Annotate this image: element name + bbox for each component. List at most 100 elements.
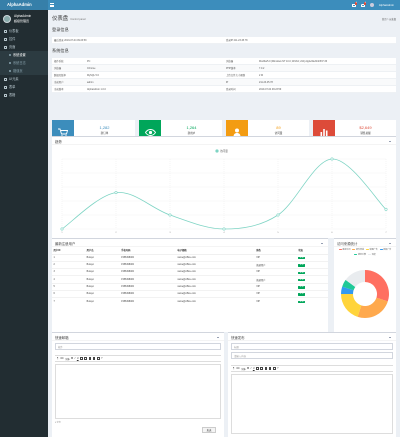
sidebar-item-widgets[interactable]: 控件 xyxy=(0,35,48,43)
table-cell: 2 xyxy=(52,260,86,269)
sidebar-item-errors[interactable]: 错误页 xyxy=(0,67,48,75)
system-info-cell: 浏览器 Mozilla/5.0 (Windows NT 10.0; Win64; … xyxy=(224,58,396,64)
font-select[interactable]: 字体 xyxy=(240,367,246,371)
paragraph-icon[interactable]: ¶ xyxy=(233,367,235,370)
table-cell: 1586498484 xyxy=(119,282,176,291)
mail-editor-toolbar: ¶ ⌫ 字体 B I U ? xyxy=(55,355,221,362)
bold-icon[interactable]: B xyxy=(71,357,73,360)
sidebar-user-status: 超级管理员 xyxy=(14,18,30,23)
bell-icon[interactable]: 4 xyxy=(360,2,367,7)
menu-toggle-icon[interactable] xyxy=(50,3,54,7)
table-header: 角色 xyxy=(254,247,297,255)
sidebar-item-label: 控件 xyxy=(9,37,16,41)
post-summary-input[interactable]: 请输入内容 xyxy=(231,352,393,359)
system-info-key: 当前用户 xyxy=(54,81,64,84)
bold-icon[interactable]: B xyxy=(247,367,249,370)
source-panel: 访问来源统计 直接访问 邮件营销 联盟广告 视频广告 搜索引擎 百度 xyxy=(334,238,396,332)
sidebar-item-forms[interactable]: 表单 xyxy=(0,83,48,91)
table-icon[interactable] xyxy=(88,357,92,360)
eraser-icon[interactable]: ⌫ xyxy=(235,367,240,370)
eraser-icon[interactable]: ⌫ xyxy=(59,357,64,360)
post-title-input[interactable]: 标题 xyxy=(231,343,393,350)
donut-slice[interactable] xyxy=(341,294,362,317)
table-cell: 正常 xyxy=(296,275,328,284)
x-tick-label: 6 xyxy=(331,232,333,234)
donut-slice[interactable] xyxy=(365,270,389,302)
table-row: 7 Burayo 1586498484 name@office.com VIP 正常 xyxy=(52,297,328,306)
link-icon[interactable] xyxy=(268,367,272,370)
font-select[interactable]: 字体 xyxy=(64,357,70,361)
system-info-row: 数据库版本 MySQL 5.6 上传文件大小限制 2 M xyxy=(52,72,396,79)
mail-badge: 4 xyxy=(355,2,358,5)
sidebar-item-dashboard[interactable]: 仪表板 xyxy=(0,27,48,35)
send-button[interactable]: 发送 xyxy=(202,427,216,433)
sidebar-item-pages[interactable]: 页面 xyxy=(0,43,48,51)
italic-icon[interactable]: I xyxy=(250,367,252,370)
minimize-icon[interactable] xyxy=(216,336,219,338)
donut-slice[interactable] xyxy=(342,279,356,291)
trend-chart: 访问量 1 2 3 4 5 6 7 xyxy=(60,149,388,234)
align-icon[interactable] xyxy=(84,357,87,360)
paragraph-icon[interactable]: ¶ xyxy=(57,357,59,360)
minimize-icon[interactable] xyxy=(388,336,391,338)
legend-item[interactable]: 邮件营销 xyxy=(352,248,364,251)
header-username[interactable]: AlphaAdmin xyxy=(378,3,394,7)
system-info-cell: 浏览器 Chrome xyxy=(52,65,224,71)
underline-icon[interactable]: U xyxy=(252,367,255,370)
image-icon[interactable] xyxy=(272,367,276,370)
page-subtitle: Control panel xyxy=(70,18,86,21)
post-editor-body[interactable] xyxy=(231,374,393,434)
mail-icon[interactable]: 4 xyxy=(351,2,358,7)
donut-legend: 直接访问 邮件营销 联盟广告 视频广告搜索引擎 百度 xyxy=(334,247,396,256)
question-icon[interactable]: ? xyxy=(101,357,103,360)
minimize-icon[interactable] xyxy=(320,242,323,244)
quick-mail-panel: 快速邮箱 收件 ¶ ⌫ 字体 B I U ? 0 字符 发送 xyxy=(52,332,224,437)
minimize-icon[interactable] xyxy=(388,140,391,142)
list-icon[interactable] xyxy=(256,367,259,370)
link-icon[interactable] xyxy=(92,357,96,360)
list-icon[interactable] xyxy=(80,357,83,360)
x-tick-label: 1 xyxy=(61,232,63,234)
system-info-value: AlphaAdmin 1.0.0 xyxy=(87,88,106,91)
system-info-key: PHP版本 xyxy=(226,67,236,70)
sidebar-item-ui[interactable]: UI元素 xyxy=(0,75,48,83)
system-info-row: 当前用户 admin IP 211.23.45.78 xyxy=(52,79,396,86)
underline-icon[interactable]: U xyxy=(76,357,79,360)
italic-icon[interactable]: I xyxy=(74,357,76,360)
table-cell: 6 xyxy=(52,289,86,298)
system-info-cell: IP 211.23.45.78 xyxy=(224,79,396,85)
table-cell: 3 xyxy=(52,268,86,276)
system-info-key: 当前版本 xyxy=(54,88,64,91)
page-title: 仪表盘 xyxy=(52,16,69,22)
table-icon[interactable] xyxy=(264,367,268,370)
legend-item[interactable]: 百度 xyxy=(368,253,376,256)
sidebar-item-logs[interactable]: 系统日志 xyxy=(0,59,48,67)
image-icon[interactable] xyxy=(96,357,100,360)
legend-swatch xyxy=(379,248,383,251)
donut-slice[interactable] xyxy=(341,286,354,294)
legend-item[interactable]: 视频广告 xyxy=(379,248,391,251)
align-icon[interactable] xyxy=(260,367,263,370)
donut-slice[interactable] xyxy=(357,297,388,318)
sidebar-item-label: 系统设置 xyxy=(13,53,26,57)
table-icon xyxy=(4,93,7,97)
sidebar-item-tables[interactable]: 表格 xyxy=(0,91,48,99)
widget-icon xyxy=(4,37,7,41)
breadcrumb[interactable]: 首页 > 仪表盘 xyxy=(381,19,396,21)
login-ip: 登录IP 211.23.45.78 xyxy=(226,39,248,42)
sidebar-item-settings[interactable]: 系统设置 xyxy=(0,51,48,59)
mail-editor-body[interactable] xyxy=(55,364,221,419)
legend-item[interactable]: 搜索引擎 xyxy=(354,253,366,256)
circle-icon xyxy=(9,70,11,72)
trend-panel: 趋势 访问量 1 2 3 4 5 6 7 xyxy=(52,136,396,238)
avatar[interactable] xyxy=(369,3,374,7)
donut-slice[interactable] xyxy=(345,270,365,287)
legend-swatch xyxy=(352,248,356,251)
question-icon[interactable]: ? xyxy=(277,367,279,370)
mail-to-input[interactable]: 收件 xyxy=(55,343,221,350)
minimize-icon[interactable] xyxy=(388,242,391,244)
table-header: 用户名 xyxy=(85,247,120,255)
app-logo[interactable]: AlphaAdmin xyxy=(0,0,48,10)
legend-item[interactable]: 联盟广告 xyxy=(366,248,378,251)
legend-item[interactable]: 直接访问 xyxy=(338,248,350,251)
